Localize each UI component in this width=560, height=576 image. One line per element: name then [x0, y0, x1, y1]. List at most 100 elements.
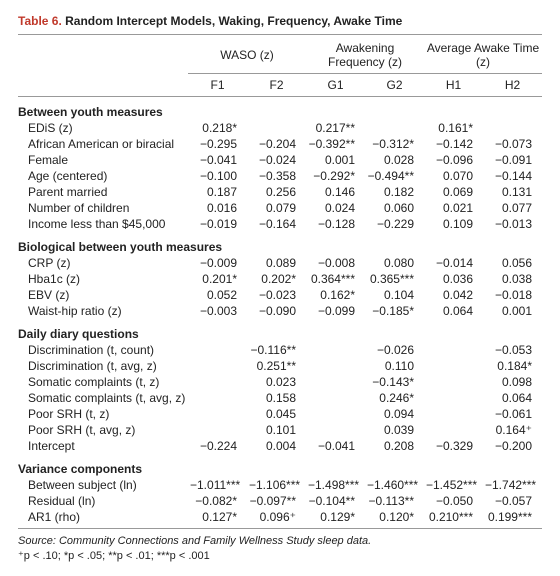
cell-value: −0.142 [424, 136, 483, 152]
cell-value [306, 374, 365, 390]
table-row: AR1 (rho)0.127*0.096⁺0.129*0.120*0.210**… [18, 509, 542, 529]
cell-value: 0.021 [424, 200, 483, 216]
cell-value: 0.070 [424, 168, 483, 184]
cell-value: −0.113** [365, 493, 424, 509]
row-label: Discrimination (t, avg, z) [18, 358, 188, 374]
section-header: Between youth measures [18, 97, 542, 121]
cell-value: −0.229 [365, 216, 424, 232]
table-row: Discrimination (t, count)−0.116**−0.026−… [18, 342, 542, 358]
significance-notes: ⁺p < .10; *p < .05; **p < .01; ***p < .0… [18, 549, 542, 562]
row-label: Discrimination (t, count) [18, 342, 188, 358]
cell-value: −0.061 [483, 406, 542, 422]
cell-value: 0.016 [188, 200, 247, 216]
cell-value: −0.295 [188, 136, 247, 152]
cell-value: 0.218* [188, 120, 247, 136]
table-row: Poor SRH (t, avg, z)0.1010.0390.164⁺ [18, 422, 542, 438]
cell-value: 0.024 [306, 200, 365, 216]
table-row: Discrimination (t, avg, z)0.251**0.1100.… [18, 358, 542, 374]
cell-value: 0.052 [188, 287, 247, 303]
cell-value: 0.080 [365, 255, 424, 271]
row-label: Residual (ln) [18, 493, 188, 509]
col-header: F1 [188, 74, 247, 97]
cell-value: 0.094 [365, 406, 424, 422]
col-header: H1 [424, 74, 483, 97]
row-label: AR1 (rho) [18, 509, 188, 529]
section-header: Variance components [18, 454, 542, 477]
table-row: Waist-hip ratio (z)−0.003−0.090−0.099−0.… [18, 303, 542, 319]
cell-value [424, 342, 483, 358]
cell-value: −0.312* [365, 136, 424, 152]
cell-value: 0.077 [483, 200, 542, 216]
table-title: Table 6. Random Intercept Models, Waking… [18, 14, 542, 28]
cell-value: 0.120* [365, 509, 424, 529]
table-row: Income less than $45,000−0.019−0.164−0.1… [18, 216, 542, 232]
cell-value: −0.185* [365, 303, 424, 319]
col-header: G1 [306, 74, 365, 97]
cell-value: 0.064 [424, 303, 483, 319]
table-row: Poor SRH (t, z)0.0450.094−0.061 [18, 406, 542, 422]
cell-value: 0.187 [188, 184, 247, 200]
cell-value: 0.039 [365, 422, 424, 438]
cell-value: −1.460*** [365, 477, 424, 493]
group-header: Average Awake Time (z) [424, 35, 542, 74]
cell-value: 0.365*** [365, 271, 424, 287]
cell-value: −0.041 [306, 438, 365, 454]
cell-value: 0.098 [483, 374, 542, 390]
cell-value: 0.131 [483, 184, 542, 200]
cell-value: −0.494** [365, 168, 424, 184]
cell-value: −0.224 [188, 438, 247, 454]
table-body: Between youth measuresEDiS (z)0.218*0.21… [18, 97, 542, 529]
cell-value: −0.050 [424, 493, 483, 509]
source-text: Community Connections and Family Wellnes… [56, 535, 371, 547]
cell-value: 0.110 [365, 358, 424, 374]
cell-value: 0.182 [365, 184, 424, 200]
cell-value: 0.045 [247, 406, 306, 422]
table-row: Female−0.041−0.0240.0010.028−0.096−0.091 [18, 152, 542, 168]
cell-value: 0.208 [365, 438, 424, 454]
cell-value: −0.003 [188, 303, 247, 319]
cell-value: −0.204 [247, 136, 306, 152]
row-label: Parent married [18, 184, 188, 200]
cell-value: 0.096⁺ [247, 509, 306, 529]
table-number: Table 6. [18, 14, 62, 28]
table-row: Intercept−0.2240.004−0.0410.208−0.329−0.… [18, 438, 542, 454]
section-header: Biological between youth measures [18, 232, 542, 255]
cell-value [424, 422, 483, 438]
cell-value: 0.042 [424, 287, 483, 303]
cell-value: −1.106*** [247, 477, 306, 493]
cell-value [365, 120, 424, 136]
cell-value [188, 374, 247, 390]
row-label: Female [18, 152, 188, 168]
cell-value: −0.096 [424, 152, 483, 168]
cell-value: 0.023 [247, 374, 306, 390]
table-row: EDiS (z)0.218*0.217**0.161* [18, 120, 542, 136]
cell-value: −0.144 [483, 168, 542, 184]
cell-value: −1.742*** [483, 477, 542, 493]
cell-value: 0.162* [306, 287, 365, 303]
cell-value: 0.060 [365, 200, 424, 216]
cell-value [188, 342, 247, 358]
cell-value: 0.056 [483, 255, 542, 271]
cell-value: 0.028 [365, 152, 424, 168]
header-blank [18, 35, 188, 74]
cell-value: −0.392** [306, 136, 365, 152]
cell-value [306, 390, 365, 406]
cell-value: −1.452*** [424, 477, 483, 493]
cell-value: −0.164 [247, 216, 306, 232]
row-label: Waist-hip ratio (z) [18, 303, 188, 319]
cell-value: −0.009 [188, 255, 247, 271]
cell-value: −0.091 [483, 152, 542, 168]
cell-value: −0.128 [306, 216, 365, 232]
cell-value: −0.026 [365, 342, 424, 358]
col-header: G2 [365, 74, 424, 97]
cell-value: −0.024 [247, 152, 306, 168]
cell-value: −0.008 [306, 255, 365, 271]
table-row: CRP (z)−0.0090.089−0.0080.080−0.0140.056 [18, 255, 542, 271]
cell-value: 0.256 [247, 184, 306, 200]
row-label: Between subject (ln) [18, 477, 188, 493]
cell-value: −0.057 [483, 493, 542, 509]
table-row: African American or biracial−0.295−0.204… [18, 136, 542, 152]
cell-value: 0.199*** [483, 509, 542, 529]
table-row: Residual (ln)−0.082*−0.097**−0.104**−0.1… [18, 493, 542, 509]
table-row: Between subject (ln)−1.011***−1.106***−1… [18, 477, 542, 493]
